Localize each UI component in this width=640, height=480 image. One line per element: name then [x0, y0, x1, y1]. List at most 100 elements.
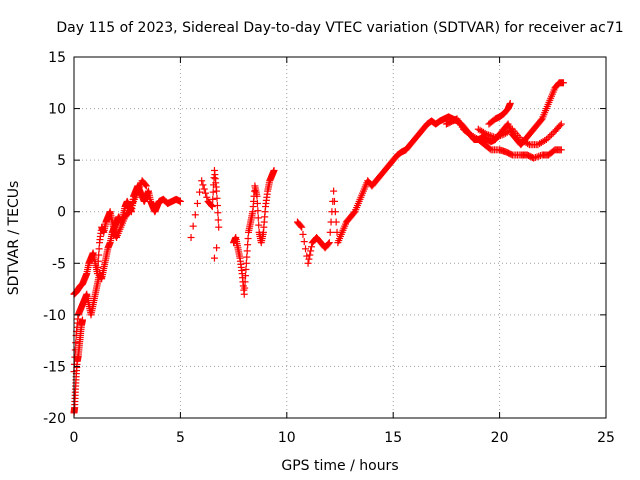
data-point: [530, 154, 538, 162]
data-point-dense: [209, 195, 217, 203]
data-point: [142, 182, 150, 190]
data-point-dense: [326, 228, 334, 236]
plot-frame: [73, 56, 607, 419]
data-point: [208, 203, 216, 211]
data-point-dense: [242, 265, 250, 273]
data-point: [213, 187, 221, 195]
data-point-dense: [299, 230, 307, 238]
data-points: [70, 79, 567, 417]
data-point-dense: [297, 222, 305, 230]
data-point-dense: [243, 247, 251, 255]
y-tick-label: 10: [48, 102, 66, 118]
data-point-dense: [254, 214, 262, 222]
data-point-dense: [556, 121, 564, 129]
data-point: [176, 197, 184, 205]
data-point-dense: [524, 140, 532, 148]
data-point-dense: [209, 188, 217, 196]
data-point-dense: [202, 189, 210, 197]
data-point-dense: [213, 194, 221, 202]
data-point-dense: [535, 152, 543, 160]
data-point-dense: [199, 181, 207, 189]
data-point: [559, 79, 567, 87]
data-point-dense: [244, 241, 252, 249]
y-tick-label: -20: [43, 411, 66, 427]
data-point-dense: [496, 132, 504, 140]
data-point-dense: [244, 235, 252, 243]
data-point-dense: [253, 199, 261, 207]
data-point-dense: [196, 188, 204, 196]
data-point-dense: [241, 278, 249, 286]
data-point: [557, 120, 565, 128]
y-tick-label: -10: [43, 308, 66, 324]
data-point-dense: [498, 131, 506, 139]
data-point-dense: [94, 263, 102, 271]
data-point-dense: [486, 132, 494, 140]
data-point-dense: [142, 181, 150, 189]
data-point: [298, 223, 306, 231]
data-point-dense: [95, 251, 103, 259]
data-point-dense: [300, 238, 308, 246]
data-point-dense: [481, 129, 489, 137]
data-point-dense: [72, 339, 80, 347]
y-tick-label: 15: [48, 50, 66, 66]
data-point-dense: [325, 240, 333, 248]
data-point-dense: [531, 153, 539, 161]
data-point-dense: [307, 243, 315, 251]
data-point-dense: [203, 193, 211, 201]
data-point-dense: [307, 247, 315, 255]
data-point: [240, 290, 248, 298]
data-point-dense: [507, 150, 515, 158]
x-tick-label: 5: [176, 430, 185, 446]
data-point-dense: [537, 116, 545, 124]
data-point: [330, 187, 338, 195]
data-point: [210, 254, 218, 262]
data-point-dense: [507, 126, 515, 134]
data-point-dense: [306, 251, 314, 259]
data-point-dense: [193, 199, 201, 207]
data-point-dense: [548, 131, 556, 139]
data-point-dense: [210, 174, 218, 182]
data-point-dense: [330, 197, 338, 205]
data-point-dense: [332, 218, 340, 226]
data-point-dense: [485, 131, 493, 139]
data-point: [270, 166, 278, 174]
y-axis-label: SDTVAR / TECUs: [6, 181, 22, 296]
data-point-dense: [207, 202, 215, 210]
data-point-dense: [331, 208, 339, 216]
data-point-dense: [243, 253, 251, 261]
data-point-dense: [549, 129, 557, 137]
x-axis-label: GPS time / hours: [281, 458, 398, 474]
x-tick-label: 10: [278, 430, 296, 446]
data-point-dense: [94, 257, 102, 265]
data-point-dense: [214, 209, 222, 217]
chart-title: Day 115 of 2023, Sidereal Day-to-day VTE…: [56, 20, 623, 36]
data-point-dense: [241, 284, 249, 292]
data-point: [506, 99, 514, 107]
data-point-dense: [495, 132, 503, 140]
data-point-dense: [536, 152, 544, 160]
data-point-dense: [189, 222, 197, 230]
axis-ticks: 0 5 10 15 20 25 -20 -15 -10 -5 0 5 10 15: [43, 50, 615, 446]
data-point: [213, 244, 221, 252]
data-point-dense: [214, 216, 222, 224]
x-tick-label: 15: [384, 430, 402, 446]
data-point: [542, 136, 550, 144]
data-point: [187, 234, 195, 241]
data-point: [215, 223, 223, 231]
data-point: [483, 130, 491, 138]
data-point: [79, 316, 87, 324]
x-tick-label: 20: [491, 430, 509, 446]
data-point-dense: [254, 207, 262, 215]
data-point: [93, 270, 101, 278]
data-point-dense: [546, 132, 554, 140]
data-point: [198, 177, 206, 185]
data-point-dense: [95, 245, 103, 253]
data-point-dense: [486, 145, 494, 153]
data-point-dense: [191, 211, 199, 219]
data-point-dense: [544, 134, 552, 142]
data-point: [253, 192, 261, 200]
data-point: [242, 259, 250, 267]
y-tick-label: 0: [57, 205, 66, 221]
data-point-dense: [488, 132, 496, 140]
data-point-dense: [350, 209, 358, 217]
